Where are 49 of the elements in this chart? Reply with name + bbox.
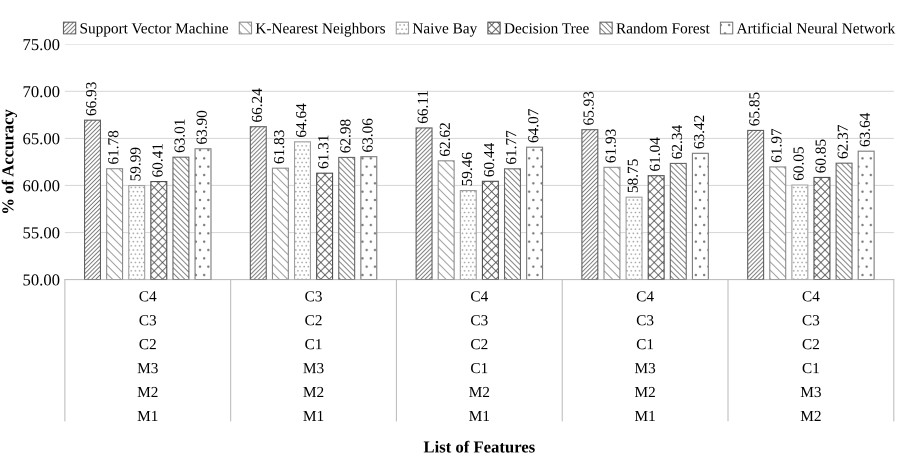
data-label: 60.05 bbox=[793, 147, 804, 180]
data-label: 63.42 bbox=[694, 116, 704, 148]
data-label: 61.93 bbox=[606, 129, 616, 162]
legend-label: Naive Bay bbox=[412, 23, 478, 37]
y-tick-label: 75.00 bbox=[24, 38, 60, 50]
x-tick-label: C4 C3 C2 M3 M2 M1 bbox=[138, 291, 158, 421]
data-label: 64.07 bbox=[528, 109, 538, 142]
data-label: 61.77 bbox=[506, 130, 516, 164]
data-label: 59.46 bbox=[462, 152, 472, 186]
data-label: 62.98 bbox=[340, 119, 351, 153]
data-label: 66.24 bbox=[252, 88, 262, 122]
x-tick-label: C4 C3 C2 C1 M3 M2 bbox=[800, 291, 821, 421]
data-label: 63.64 bbox=[860, 112, 870, 146]
legend-label: K-Nearest Neighbors bbox=[256, 22, 386, 37]
legend-label: Artificial Neural Network bbox=[736, 22, 896, 34]
x-tick-label: C4 C3 C1 M3 M2 M1 bbox=[634, 291, 656, 421]
data-label: 62.62 bbox=[440, 123, 450, 156]
x-tick-label: C3 C2 C1 M3 M2 M1 bbox=[303, 291, 324, 421]
data-label: 59.99 bbox=[130, 148, 141, 181]
data-label: 65.85 bbox=[749, 92, 760, 126]
data-label: 61.78 bbox=[108, 130, 118, 164]
y-tick-label: 55.00 bbox=[23, 227, 60, 239]
legend-label: Random Forest bbox=[616, 22, 710, 34]
data-label: 61.83 bbox=[274, 130, 284, 164]
y-tick-label: 60.00 bbox=[23, 180, 60, 192]
legend-label: Support Vector Machine bbox=[80, 22, 228, 37]
x-axis-title: List of Features bbox=[424, 440, 535, 453]
data-label: 66.93 bbox=[86, 82, 96, 116]
data-label: 62.34 bbox=[672, 125, 682, 159]
y-axis-title: % of Accuracy bbox=[2, 109, 17, 213]
data-label: 62.37 bbox=[838, 125, 848, 158]
y-tick-label: 70.00 bbox=[24, 86, 60, 98]
data-label: 61.04 bbox=[650, 137, 660, 171]
y-tick-label: 65.00 bbox=[23, 133, 60, 144]
data-label: 60.44 bbox=[484, 143, 494, 177]
data-label: 63.06 bbox=[362, 118, 373, 152]
legend-label: Decision Tree bbox=[504, 23, 589, 34]
data-label: 63.90 bbox=[196, 110, 207, 144]
x-tick-label: C4 C3 C2 C1 M2 M1 bbox=[469, 291, 490, 421]
y-tick-label: 50.00 bbox=[23, 274, 60, 286]
data-label: 63.01 bbox=[174, 120, 185, 152]
data-label: 61.97 bbox=[771, 128, 782, 162]
data-label: 65.93 bbox=[583, 92, 594, 125]
data-label: 60.85 bbox=[815, 140, 826, 173]
data-label: 60.41 bbox=[152, 144, 163, 177]
data-label: 66.11 bbox=[418, 90, 428, 124]
data-label: 61.31 bbox=[318, 136, 328, 168]
data-label: 64.64 bbox=[296, 103, 306, 137]
data-label: 58.75 bbox=[628, 159, 638, 192]
